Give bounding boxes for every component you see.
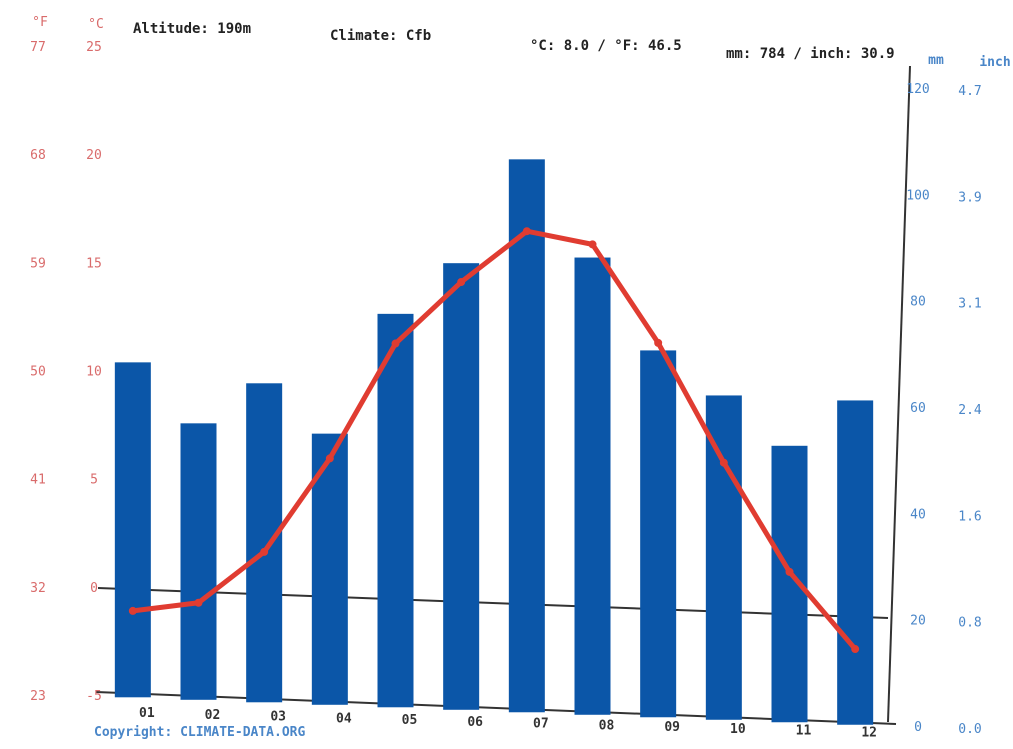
y-tick-label-mm: 40 [910,507,926,522]
temperature-point [522,227,531,236]
y-tick-label-c: 20 [86,148,102,163]
temperature-point [588,240,597,249]
y-tick-label-c: 10 [86,365,102,380]
y-tick-label-c: -5 [86,689,102,704]
y-tick-label-inch: 2.4 [958,403,982,418]
x-axis [95,691,897,725]
right-y-axis [887,65,911,723]
unit-c-label: °C [88,17,104,32]
altitude-text: Altitude: 190m [133,21,251,37]
precipitation-bar [705,395,742,720]
y-tick-label-f: 77 [30,40,46,55]
y-tick-label-inch: 3.1 [958,297,981,312]
y-tick-label-inch: 1.6 [958,509,981,524]
x-tick-label: 10 [730,722,746,737]
x-tick-label: 01 [139,706,155,721]
x-tick-label: 11 [796,724,812,739]
x-tick-label: 06 [467,715,483,730]
y-tick-label-mm: 120 [906,82,929,97]
precipitation-bar [114,362,151,698]
y-tick-label-f: 59 [30,256,46,271]
y-tick-label-mm: 0 [914,720,922,735]
avg-temp-text: °C: 8.0 / °F: 46.5 [530,38,682,54]
precipitation-bar [837,400,874,725]
zero-line [97,587,889,619]
precipitation-bar [246,383,283,703]
temperature-point [654,338,663,347]
temperature-point [457,278,466,287]
x-tick-label: 09 [664,720,680,735]
temperature-point [128,606,137,615]
precipitation-bar [180,423,217,700]
temperature-line-layer [128,227,860,654]
precipitation-bar [640,350,677,718]
unit-f-label: °F [32,15,48,30]
y-tick-label-c: 25 [86,40,102,55]
y-tick-label-mm: 60 [910,401,926,416]
x-tick-label: 02 [205,708,221,723]
temperature-point [325,454,334,463]
precipitation-bar [443,263,480,710]
y-tick-label-c: 15 [86,256,102,271]
precipitation-bar [574,257,611,715]
temperature-point [785,567,794,576]
y-tick-label-c: 0 [90,581,98,596]
precipitation-bar [508,159,545,713]
y-tick-label-f: 50 [30,365,46,380]
precipitation-bar [377,313,414,708]
temperature-line [130,228,858,652]
x-tick-label: 04 [336,711,352,726]
x-tick-label: 12 [861,725,877,740]
temperature-point [260,547,269,556]
y-tick-label-inch: 3.9 [958,190,981,205]
y-tick-label-f: 68 [30,148,46,163]
temperature-point [719,458,728,467]
temperature-point [391,339,400,348]
x-tick-label: 07 [533,717,549,732]
x-tick-label: 03 [270,710,286,725]
y-tick-label-inch: 0.0 [958,722,981,737]
x-tick-label: 05 [402,713,418,728]
unit-mm-label: mm [928,53,944,68]
category-labels: 01 02 03 04 05 06 07 08 09 10 11 12 [139,706,877,740]
climate-text: Climate: Cfb [330,28,431,44]
y-tick-label-c: 5 [90,473,98,488]
y-tick-label-f: 23 [30,689,46,704]
y-tick-label-f: 41 [30,473,46,488]
y-tick-label-mm: 20 [910,614,926,629]
unit-inch-label: inch [979,55,1010,70]
y-tick-label-mm: 80 [910,295,926,310]
copyright-text: Copyright: CLIMATE-DATA.ORG [94,725,305,740]
precip-total-text: mm: 784 / inch: 30.9 [726,46,895,62]
x-tick-label: 08 [599,718,615,733]
bars-layer [114,159,874,725]
y-tick-label-f: 32 [30,581,46,596]
y-tick-label-inch: 4.7 [958,84,981,99]
y-tick-label-mm: 100 [906,188,929,203]
temperature-point [851,645,860,654]
temperature-point [194,598,203,607]
y-tick-label-inch: 0.8 [958,616,981,631]
